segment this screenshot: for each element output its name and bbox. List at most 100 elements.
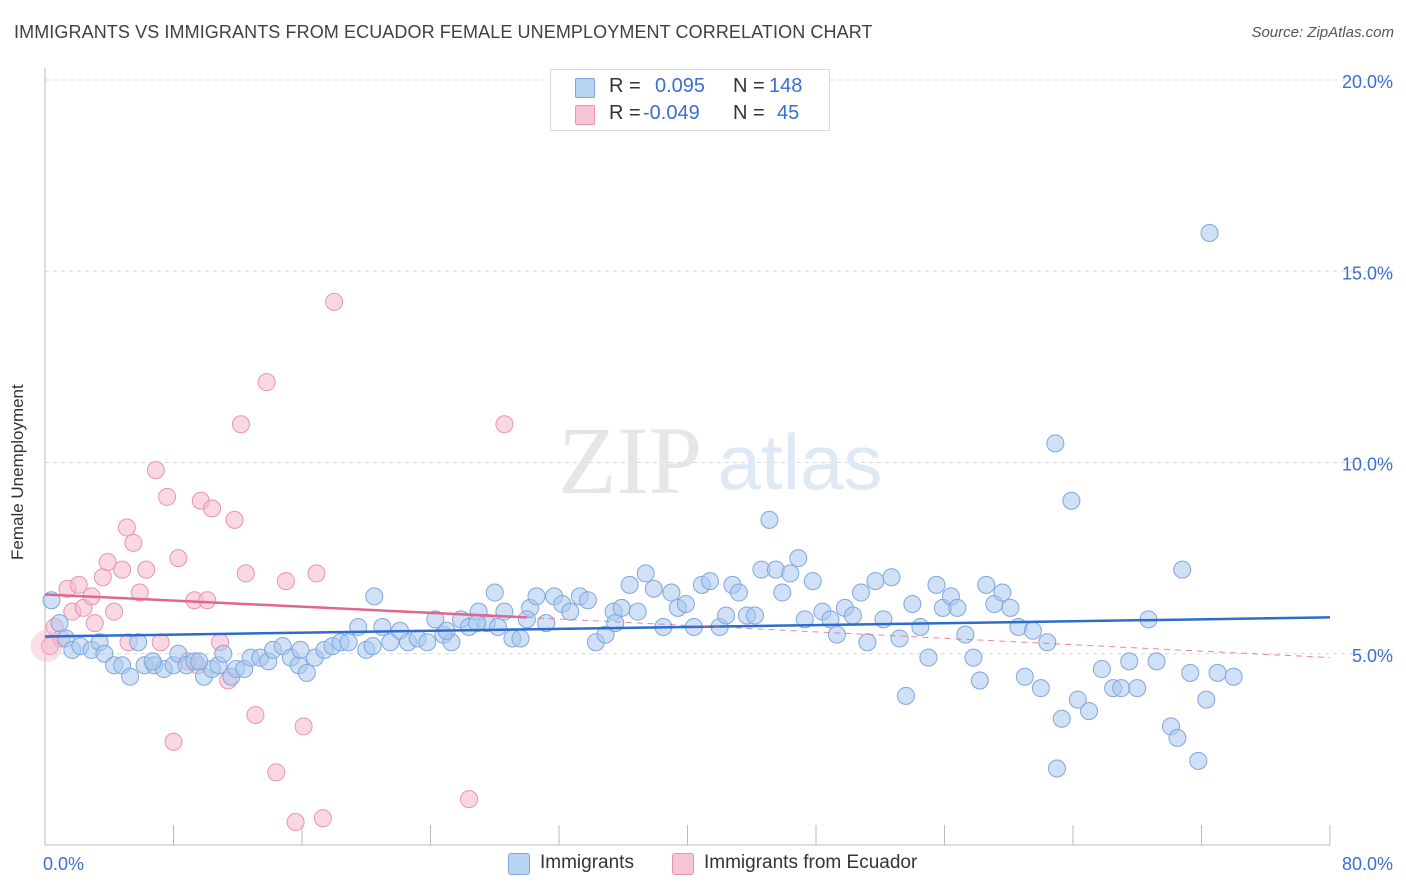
ecuador-point: [313, 809, 332, 828]
immigrants-point: [381, 633, 400, 652]
ecuador-point: [307, 564, 326, 583]
legend-r-label: R =: [609, 102, 641, 124]
immigrants-point: [485, 583, 504, 602]
immigrants-point: [896, 686, 915, 705]
ecuador-point: [85, 614, 104, 633]
ecuador-point: [137, 560, 156, 579]
ecuador-point: [146, 461, 165, 480]
trend-lines: [44, 593, 1331, 659]
chart-title: IMMIGRANTS VS IMMIGRANTS FROM ECUADOR FE…: [14, 22, 873, 42]
y-tick-label: 20.0%: [1342, 72, 1393, 92]
x-tick-label: 0.0%: [43, 854, 84, 874]
y-tick-label: 5.0%: [1352, 646, 1393, 666]
immigrants-point: [760, 510, 779, 529]
immigrants-point: [795, 610, 814, 629]
immigrants-point: [911, 617, 930, 636]
x-tick-label: 80.0%: [1342, 854, 1393, 874]
immigrants-point: [964, 648, 983, 667]
y-tick-label: 15.0%: [1342, 263, 1393, 283]
ecuador-point: [158, 487, 177, 506]
immigrants-point: [866, 572, 885, 591]
ecuador-point: [460, 790, 479, 809]
immigrants-point: [339, 633, 358, 652]
immigrants-point: [662, 583, 681, 602]
immigrants-point: [1052, 709, 1071, 728]
immigrants-point: [956, 625, 975, 644]
immigrants-point: [1023, 621, 1042, 640]
immigrants-point: [1128, 679, 1147, 698]
ecuador-point: [203, 499, 222, 518]
y-axis-label: Female Unemployment: [8, 384, 27, 560]
immigrants-point: [1120, 652, 1139, 671]
immigrants-point: [789, 549, 808, 568]
immigrants-point: [363, 637, 382, 656]
immigrants-point: [644, 579, 663, 598]
immigrants-point: [636, 564, 655, 583]
immigrants-point: [50, 614, 69, 633]
immigrants-point: [729, 583, 748, 602]
immigrants-point: [129, 633, 148, 652]
ecuador-point: [130, 583, 149, 602]
immigrants-point: [781, 564, 800, 583]
bottom-legend-label: Immigrants: [540, 852, 634, 873]
immigrants-point: [977, 575, 996, 594]
ecuador-point: [495, 415, 514, 434]
immigrants-point: [773, 583, 792, 602]
ecuador-point: [225, 510, 244, 529]
immigrants-point: [843, 606, 862, 625]
bottom-legend-label: Immigrants from Ecuador: [704, 852, 918, 873]
immigrants-point: [1112, 679, 1131, 698]
immigrants-point: [190, 652, 209, 671]
ecuador-point: [98, 552, 117, 571]
immigrants-point: [1038, 633, 1057, 652]
watermark-atlas: atlas: [718, 418, 883, 506]
immigrants-point: [373, 617, 392, 636]
ecuador-trend-extension: [526, 616, 1331, 659]
ecuador-point: [69, 575, 88, 594]
immigrants-point: [1200, 224, 1219, 242]
legend-r-value: -0.049: [643, 102, 700, 124]
immigrants-point: [1068, 690, 1087, 709]
immigrants-point: [1062, 491, 1081, 510]
legend: R = 0.095 N = 148 R = -0.049 N = 45: [550, 69, 830, 131]
immigrants-point: [882, 568, 901, 587]
watermark-zip: ZIP: [558, 407, 702, 514]
immigrants-point: [1046, 434, 1065, 453]
immigrants-point: [1208, 663, 1227, 682]
immigrants-point: [717, 606, 736, 625]
ecuador-point: [151, 633, 170, 652]
immigrants-point: [1047, 759, 1066, 778]
immigrants-point: [214, 644, 233, 663]
immigrants-point: [890, 629, 909, 648]
watermark: ZIP atlas: [558, 407, 882, 514]
immigrants-point: [578, 591, 597, 610]
ecuador-point: [294, 717, 313, 736]
immigrants-point: [919, 648, 938, 667]
immigrants-point: [1015, 667, 1034, 686]
immigrants-point: [527, 587, 546, 606]
ecuador-point: [231, 415, 250, 434]
ecuador-point: [124, 533, 143, 552]
immigrants-point: [121, 667, 140, 686]
ecuador-point: [93, 568, 112, 587]
ecuador-trend-line: [44, 593, 527, 619]
immigrants-point: [927, 575, 946, 594]
immigrants-point: [426, 610, 445, 629]
axes: [44, 68, 1331, 846]
immigrants-point: [365, 587, 384, 606]
immigrants-point: [628, 602, 647, 621]
immigrants-point: [1224, 667, 1243, 686]
immigrants-point: [488, 617, 507, 636]
legend-swatch-blue: [575, 78, 595, 98]
ecuador-point: [267, 763, 286, 782]
immigrants-point: [561, 602, 580, 621]
immigrants-point: [676, 595, 695, 614]
immigrants-point: [970, 671, 989, 690]
ecuador-points: [30, 292, 514, 832]
immigrants-point: [1031, 679, 1050, 698]
ecuador-point: [164, 732, 183, 751]
ecuador-point: [246, 705, 265, 724]
immigrants-point: [700, 572, 719, 591]
legend-n-value: 148: [769, 75, 803, 97]
